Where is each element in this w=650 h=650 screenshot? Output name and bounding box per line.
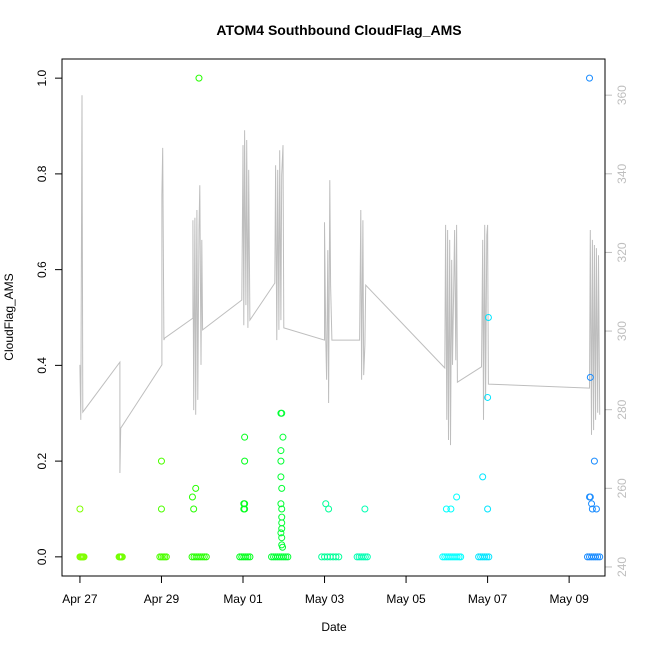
point [453, 493, 461, 501]
point [246, 553, 254, 561]
point [590, 457, 598, 465]
point [80, 553, 88, 561]
point [594, 553, 602, 561]
point [200, 553, 208, 561]
point [157, 457, 165, 465]
y-tick-label: 0.0 [35, 548, 49, 565]
y2-tick-label: 340 [615, 163, 629, 183]
point [483, 553, 491, 561]
x-tick-label: May 05 [386, 592, 426, 606]
point [242, 553, 250, 561]
point [359, 553, 367, 561]
altitude-line [79, 95, 601, 474]
x-tick-label: Apr 27 [62, 592, 98, 606]
point [277, 529, 285, 537]
point [188, 493, 196, 501]
x-tick-label: May 01 [223, 592, 263, 606]
point [335, 553, 343, 561]
point [332, 553, 340, 561]
y2-tick-label: 300 [615, 321, 629, 341]
y2-tick-label: 240 [615, 557, 629, 577]
x-tick-label: May 03 [305, 592, 345, 606]
point [277, 457, 285, 465]
point [279, 543, 287, 551]
point [282, 553, 290, 561]
y-tick-label: 0.8 [35, 165, 49, 182]
point [240, 500, 248, 508]
point [447, 505, 455, 513]
y2-tick-label: 360 [615, 85, 629, 105]
point [363, 553, 371, 561]
point [453, 553, 461, 561]
point [244, 553, 252, 561]
point [198, 553, 206, 561]
x-tick-label: Apr 29 [144, 592, 180, 606]
point [280, 553, 288, 561]
point [484, 393, 492, 401]
point [162, 553, 170, 561]
point [442, 505, 450, 513]
y-tick-label: 0.4 [35, 357, 49, 374]
point [241, 505, 249, 513]
point [190, 505, 198, 513]
x-tick-label: May 09 [549, 592, 589, 606]
plot-frame [61, 58, 606, 577]
y-tick-label: 0.6 [35, 261, 49, 278]
point [278, 505, 286, 513]
point [277, 447, 285, 455]
x-tick-label: May 07 [468, 592, 508, 606]
point [586, 493, 594, 501]
point [241, 433, 249, 441]
y-tick-label: 1.0 [35, 69, 49, 86]
point [588, 500, 596, 508]
point [457, 553, 465, 561]
point [278, 409, 286, 417]
point [284, 553, 292, 561]
point [195, 74, 203, 82]
x-axis-label: Date [321, 620, 347, 634]
point [592, 505, 600, 513]
point [588, 505, 596, 513]
point [479, 473, 487, 481]
point [586, 373, 594, 381]
point [596, 553, 604, 561]
point [484, 505, 492, 513]
y-axis-label: CloudFlag_AMS [2, 273, 16, 360]
point [278, 525, 286, 533]
point [279, 433, 287, 441]
point [361, 505, 369, 513]
point [202, 553, 210, 561]
y-tick-label: 0.2 [35, 452, 49, 469]
point [157, 505, 165, 513]
point [485, 553, 493, 561]
point [278, 534, 286, 542]
chart-title: ATOM4 Southbound CloudFlag_AMS [216, 22, 461, 38]
point [586, 74, 594, 82]
point [76, 505, 84, 513]
point [325, 505, 333, 513]
point [277, 473, 285, 481]
y2-tick-label: 280 [615, 399, 629, 419]
y2-tick-label: 320 [615, 242, 629, 262]
point [484, 314, 492, 321]
point [592, 553, 600, 561]
y2-tick-label: 260 [615, 478, 629, 498]
point [361, 553, 369, 561]
point [192, 484, 200, 492]
point [241, 457, 249, 465]
point [322, 500, 330, 508]
point [481, 553, 489, 561]
point [118, 553, 126, 561]
point [277, 500, 285, 508]
point [278, 484, 286, 492]
